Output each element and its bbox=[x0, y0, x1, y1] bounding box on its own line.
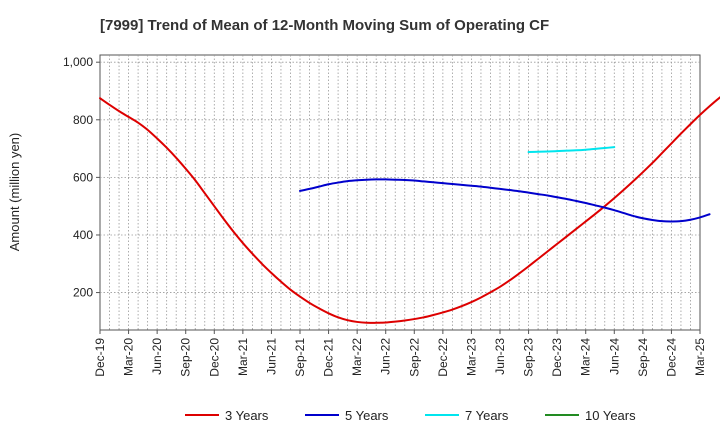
x-tick-label-18: Jun-24 bbox=[607, 338, 621, 375]
plot-frame bbox=[99, 54, 701, 331]
legend-label-3-years: 3 Years bbox=[225, 408, 269, 423]
x-tick-label-2: Jun-20 bbox=[150, 338, 164, 375]
x-tick-label-8: Dec-21 bbox=[322, 338, 336, 377]
grid-layer bbox=[100, 55, 700, 330]
x-tick-label-20: Dec-24 bbox=[664, 338, 678, 377]
x-tick-label-12: Dec-22 bbox=[436, 338, 450, 377]
x-tick-label-13: Mar-23 bbox=[464, 338, 478, 376]
x-tick-label-5: Mar-21 bbox=[236, 338, 250, 376]
x-tick-label-10: Jun-22 bbox=[379, 338, 393, 375]
y-tick-label-1: 400 bbox=[73, 228, 93, 242]
series-layer bbox=[99, 96, 720, 324]
chart-title: [7999] Trend of Mean of 12-Month Moving … bbox=[100, 17, 549, 34]
x-tick-label-4: Dec-20 bbox=[207, 338, 221, 377]
y-tick-label-4: 1,000 bbox=[63, 55, 93, 69]
series-line-7-years bbox=[527, 146, 616, 154]
legend-label-10-years: 10 Years bbox=[585, 408, 636, 423]
x-tick-label-21: Mar-25 bbox=[693, 338, 707, 376]
y-axis-label: Amount (million yen) bbox=[7, 133, 22, 252]
x-tick-label-14: Jun-23 bbox=[493, 338, 507, 375]
legend: 3 Years 5 Years 7 Years 10 Years bbox=[185, 408, 636, 423]
x-tick-label-15: Sep-23 bbox=[522, 338, 536, 377]
x-tick-label-6: Jun-21 bbox=[264, 338, 278, 375]
legend-label-5-years: 5 Years bbox=[345, 408, 389, 423]
x-tick-label-3: Sep-20 bbox=[179, 338, 193, 377]
x-tick-label-1: Mar-20 bbox=[122, 338, 136, 376]
x-tick-label-9: Mar-22 bbox=[350, 338, 364, 376]
y-tick-label-0: 200 bbox=[73, 286, 93, 300]
legend-label-7-years: 7 Years bbox=[465, 408, 509, 423]
series-line-5-years bbox=[299, 178, 711, 223]
x-axis-ticks: Dec-19 Mar-20 Jun-20 Sep-20 Dec-20 Mar-21 Jun-… bbox=[93, 330, 707, 377]
x-tick-label-16: Dec-23 bbox=[550, 338, 564, 377]
y-axis-ticks: 200 400 600 800 1,000 bbox=[63, 55, 100, 300]
x-tick-label-11: Sep-22 bbox=[407, 338, 421, 377]
series-line-3-years bbox=[99, 96, 720, 324]
y-tick-label-3: 800 bbox=[73, 113, 93, 127]
x-tick-label-19: Sep-24 bbox=[636, 338, 650, 377]
x-tick-label-7: Sep-21 bbox=[293, 338, 307, 377]
y-tick-label-2: 600 bbox=[73, 170, 93, 184]
x-tick-label-0: Dec-19 bbox=[93, 338, 107, 377]
x-tick-label-17: Mar-24 bbox=[579, 338, 593, 376]
